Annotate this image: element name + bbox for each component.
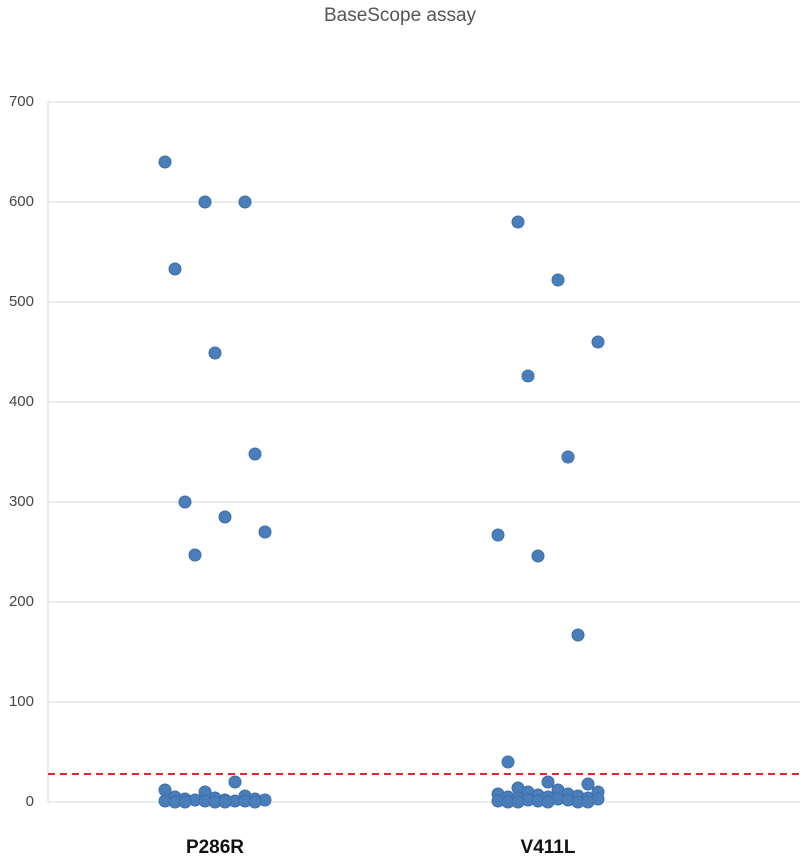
data-point	[581, 777, 595, 791]
data-point	[591, 335, 605, 349]
y-tick-label: 500	[9, 293, 34, 310]
data-point	[168, 262, 182, 276]
y-tick-label: 300	[9, 493, 34, 510]
data-point	[248, 447, 262, 461]
data-point	[491, 528, 505, 542]
data-point	[571, 628, 585, 642]
y-tick-label: 700	[9, 93, 34, 110]
data-point	[248, 795, 262, 809]
data-point	[258, 525, 272, 539]
data-point	[218, 795, 232, 809]
chart-title: BaseScope assay	[324, 5, 477, 26]
data-point	[228, 775, 242, 789]
y-tick-label: 600	[9, 193, 34, 210]
data-point	[198, 195, 212, 209]
data-point	[551, 273, 565, 287]
data-point	[208, 346, 222, 360]
data-point	[541, 795, 555, 809]
y-tick-label: 200	[9, 593, 34, 610]
x-tick-label: P286R	[186, 837, 244, 858]
x-tick-label: V411L	[521, 837, 576, 858]
data-point	[501, 755, 515, 769]
data-point	[188, 548, 202, 562]
data-point	[178, 795, 192, 809]
y-tick-label: 0	[26, 793, 34, 810]
data-point	[541, 775, 555, 789]
data-point	[511, 215, 525, 229]
data-point	[531, 549, 545, 563]
data-point	[238, 195, 252, 209]
data-point	[581, 795, 595, 809]
y-tick-label: 100	[9, 693, 34, 710]
data-point	[561, 450, 575, 464]
data-point	[218, 510, 232, 524]
data-point	[158, 155, 172, 169]
y-tick-label: 400	[9, 393, 34, 410]
data-point	[511, 795, 525, 809]
data-point	[178, 495, 192, 509]
data-point	[521, 369, 535, 383]
